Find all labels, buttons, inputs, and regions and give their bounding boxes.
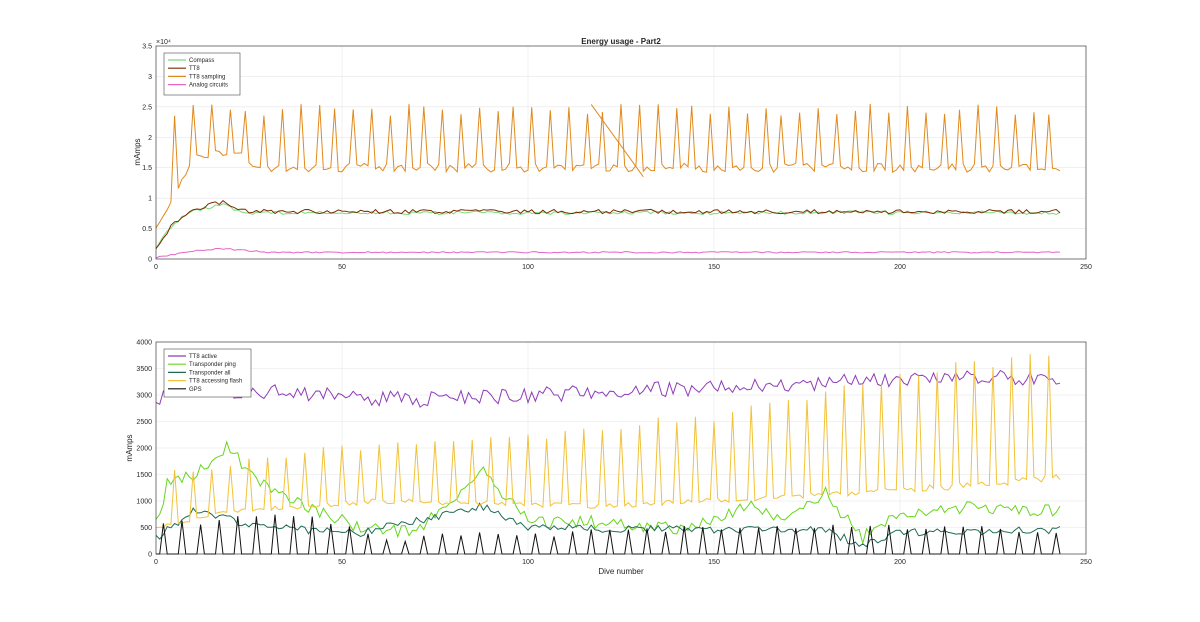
series-line-transponder-ping <box>155 440 1061 546</box>
y-tick-label: 0 <box>148 552 152 559</box>
bottom-axes: 0 50 100 150 200 2500500100015002000250030003… <box>125 340 1092 577</box>
bottom-y-axis-label: mAmps <box>125 434 134 461</box>
y-tick-label: 3.5 <box>142 44 152 51</box>
y-tick-label: 2500 <box>136 419 152 426</box>
series-segment <box>590 104 644 178</box>
y-tick-label: 1500 <box>136 472 152 479</box>
top-ticks: 0 50 100 150 200 250 0 0.5 1 1.5 2 2.5 3 3.5 <box>142 44 1092 272</box>
x-tick-label: 100 <box>522 559 534 566</box>
legend-entry: Analog circuits <box>189 83 228 89</box>
y-tick-label: 3000 <box>136 393 152 400</box>
top-chart-title: Energy usage - Part2 <box>581 37 661 46</box>
top-y-exponent-label: ×10⁴ <box>156 39 171 46</box>
top-plot-area <box>156 46 1086 259</box>
series-line-tt8 <box>155 200 1061 249</box>
x-tick-label: 50 <box>338 264 346 271</box>
y-tick-label: 1 <box>148 196 152 203</box>
y-tick-label: 1000 <box>136 499 152 506</box>
bottom-axes-box <box>155 341 1087 555</box>
x-tick-label: 150 <box>708 559 720 566</box>
top-y-axis-label: mAmps <box>133 138 142 165</box>
y-tick-label: 0.5 <box>142 226 152 233</box>
legend-entry: Transponder ping <box>189 362 236 368</box>
x-tick-label: 200 <box>894 559 906 566</box>
legend-entry: Compass <box>189 58 214 64</box>
top-axes: 0 50 100 150 200 250 0 0.5 1 1.5 2 2.5 3 3.5 Energy u… <box>133 37 1092 271</box>
x-tick-label: 250 <box>1080 559 1092 566</box>
bottom-legend: TT8 active Transponder ping Transponder al… <box>163 348 252 398</box>
series-line-tt8-accessing-flash <box>155 354 1061 529</box>
x-tick-label: 0 <box>154 559 158 566</box>
y-tick-label: 500 <box>140 525 152 532</box>
x-tick-label: 50 <box>338 559 346 566</box>
legend-entry: TT8 sampling <box>189 74 225 80</box>
series-line-transponder-all <box>155 502 1061 548</box>
legend-entry: TT8 accessing flash <box>189 379 242 385</box>
top-legend: Compass TT8 TT8 sampling Analog circuits <box>163 52 241 96</box>
y-tick-label: 3 <box>148 74 152 81</box>
y-tick-label: 2000 <box>136 446 152 453</box>
legend-entry: TT8 <box>189 66 200 72</box>
x-tick-label: 200 <box>894 264 906 271</box>
top-series-group <box>155 103 1061 259</box>
y-tick-label: 1.5 <box>142 165 152 172</box>
top-axes-box <box>155 45 1087 260</box>
y-tick-label: 3500 <box>136 366 152 373</box>
series-line-tt8-sampling <box>155 103 1061 229</box>
y-tick-label: 2.5 <box>142 104 152 111</box>
y-tick-label: 2 <box>148 135 152 142</box>
y-tick-label: 4000 <box>136 340 152 347</box>
x-tick-label: 150 <box>708 264 720 271</box>
y-tick-label: 0 <box>148 257 152 264</box>
x-tick-label: 100 <box>522 264 534 271</box>
bottom-x-axis-label: Dive number <box>598 567 644 576</box>
x-tick-label: 250 <box>1080 264 1092 271</box>
series-line-tt8-active <box>155 369 1061 408</box>
legend-entry: GPS <box>189 387 202 393</box>
legend-entry: Transponder all <box>189 370 230 376</box>
series-line-analog-circuits <box>155 248 1061 259</box>
x-tick-label: 0 <box>154 264 158 271</box>
bottom-ticks: 0 50 100 150 200 2500500100015002000250030003… <box>136 340 1092 567</box>
legend-entry: TT8 active <box>189 354 218 360</box>
